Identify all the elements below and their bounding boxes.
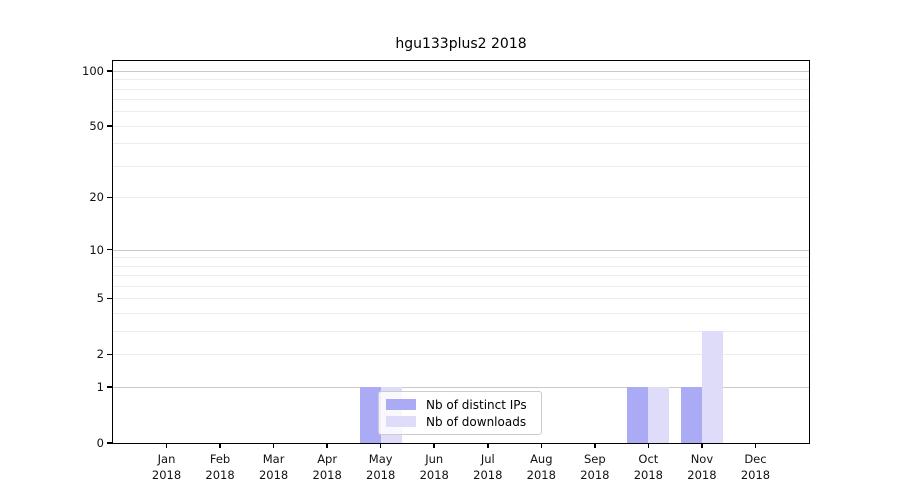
- y-tick-label-20: 20: [89, 190, 104, 205]
- y-tick-mark: [107, 442, 112, 444]
- gridline-minor: [113, 79, 809, 81]
- x-tick-label-oct: Oct 2018: [633, 452, 664, 482]
- x-tick-mark: [594, 443, 596, 448]
- bar-layer: [113, 61, 809, 443]
- x-tick-label-jun: Jun 2018: [419, 452, 449, 482]
- grid-layer: [113, 61, 809, 443]
- legend-swatch-distinct-ips-icon: [386, 399, 416, 410]
- legend-item-distinct-ips: Nb of distinct IPs: [386, 398, 533, 412]
- x-tick-label-may: May 2018: [366, 452, 396, 482]
- gridline-minor: [113, 197, 809, 199]
- y-tick-mark: [107, 125, 112, 127]
- legend-label-distinct-ips: Nb of distinct IPs: [426, 397, 527, 412]
- y-tick-mark: [107, 386, 112, 388]
- y-tick-label-1: 1: [96, 380, 104, 395]
- x-tick-label-jan: Jan 2018: [151, 452, 182, 482]
- x-tick-label-mar: Mar 2018: [258, 452, 289, 482]
- legend: Nb of distinct IPs Nb of downloads: [378, 391, 542, 435]
- x-tick-label-apr: Apr 2018: [312, 452, 342, 482]
- gridline-major: [113, 70, 809, 72]
- x-tick-mark: [165, 443, 168, 448]
- legend-swatch-downloads-icon: [386, 416, 416, 427]
- gridline-minor: [113, 354, 809, 356]
- x-tick-mark: [219, 443, 221, 448]
- legend-label-downloads: Nb of downloads: [426, 414, 527, 429]
- y-tick-mark: [107, 297, 112, 300]
- y-tick-label-5: 5: [96, 291, 104, 306]
- y-tick-label-0: 0: [96, 436, 104, 450]
- bar-downloads-oct: [648, 387, 670, 443]
- gridline-minor: [113, 265, 809, 267]
- gridline-minor: [113, 286, 809, 288]
- x-tick-mark: [540, 443, 543, 448]
- bar-distinct-ips-may: [359, 387, 381, 443]
- bar-distinct-ips-oct: [627, 387, 649, 443]
- gridline-minor: [113, 166, 809, 168]
- x-tick-label-dec: Dec 2018: [740, 452, 771, 482]
- y-tick-mark: [107, 248, 112, 251]
- y-tick-label-100: 100: [82, 63, 104, 78]
- x-tick-mark: [487, 443, 489, 448]
- x-tick-mark: [647, 443, 650, 448]
- gridline-major: [113, 249, 809, 251]
- x-tick-label-aug: Aug 2018: [526, 452, 556, 482]
- x-tick-mark: [272, 443, 275, 448]
- gridline-minor: [113, 88, 809, 90]
- x-tick-mark: [754, 443, 757, 448]
- gridline-major: [113, 387, 809, 389]
- gridline-minor: [113, 125, 809, 127]
- y-tick-mark: [107, 196, 112, 199]
- x-tick-mark: [326, 443, 328, 448]
- legend-item-downloads: Nb of downloads: [386, 415, 533, 429]
- chart-title: hgu133plus2 2018: [395, 36, 527, 52]
- x-tick-mark: [379, 443, 382, 448]
- x-tick-label-jul: Jul 2018: [473, 452, 503, 482]
- x-tick-mark: [701, 443, 703, 448]
- bar-distinct-ips-nov: [680, 387, 702, 443]
- y-tick-label-50: 50: [89, 118, 104, 133]
- y-tick-mark: [107, 353, 112, 356]
- gridline-minor: [113, 298, 809, 300]
- plot-area: [113, 61, 809, 443]
- gridline-minor: [113, 257, 809, 259]
- gridline-minor: [113, 99, 809, 101]
- gridline-minor: [113, 111, 809, 113]
- x-tick-label-nov: Nov 2018: [687, 452, 717, 482]
- x-tick-mark: [433, 443, 435, 448]
- x-tick-label-sep: Sep 2018: [580, 452, 610, 482]
- x-tick-label-feb: Feb 2018: [205, 452, 235, 482]
- y-tick-mark: [107, 70, 112, 72]
- bar-downloads-nov: [701, 331, 723, 443]
- gridline-minor: [113, 331, 809, 333]
- y-tick-label-10: 10: [89, 242, 104, 257]
- gridline-minor: [113, 313, 809, 315]
- y-tick-label-2: 2: [96, 347, 104, 362]
- gridline-minor: [113, 143, 809, 145]
- gridline-minor: [113, 275, 809, 277]
